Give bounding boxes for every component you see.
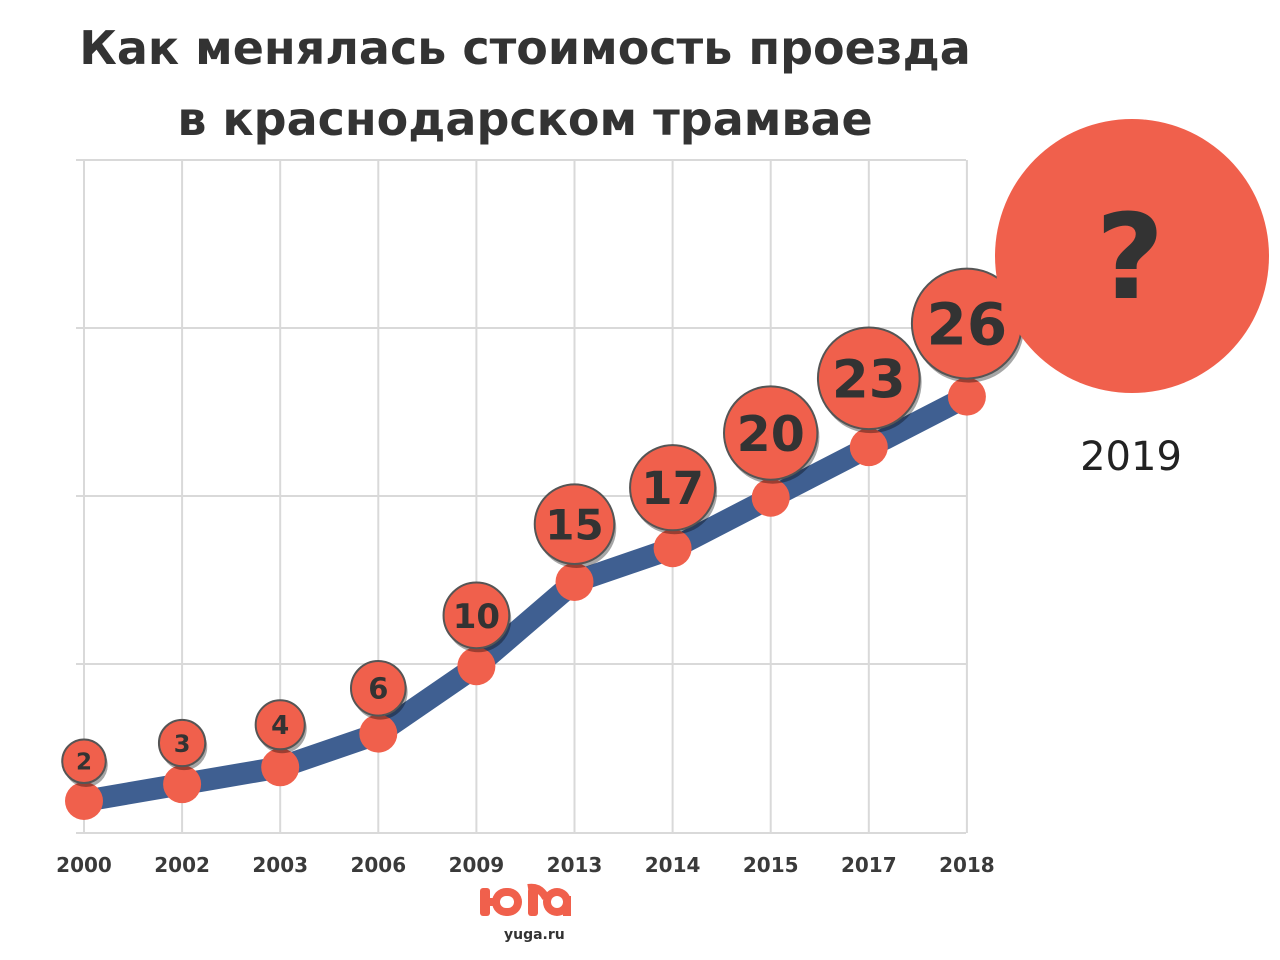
value-label: 3 [174, 730, 191, 758]
chart-title: Как менялась стоимость проезда в краснод… [79, 21, 971, 146]
logo-url: yuga.ru [504, 927, 565, 943]
data-point [163, 765, 202, 804]
data-point [653, 529, 692, 568]
value-bubble-circle [816, 326, 921, 431]
x-tick-label: 2014 [645, 853, 701, 877]
value-bubble: 3 [157, 718, 208, 771]
x-axis: 2000 2002 2003 2006 2009 2013 2014 2015 2017 2018 [56, 853, 995, 877]
value-label: 15 [545, 500, 603, 549]
value-bubble: 4 [254, 699, 307, 754]
x-tick-label: 2006 [350, 853, 406, 877]
data-point [457, 647, 496, 686]
value-bubble-circle [157, 718, 207, 768]
value-bubble: 15 [533, 483, 617, 568]
value-bubble: 23 [816, 326, 922, 434]
value-label: 10 [453, 597, 500, 637]
value-bubble-circle [61, 738, 107, 785]
value-bubble: 6 [349, 659, 408, 720]
value-label: 23 [832, 350, 906, 411]
data-point [849, 428, 888, 467]
data-point [65, 782, 103, 820]
data-points [65, 377, 986, 820]
value-bubble: 10 [442, 581, 512, 653]
future-price-bubble: ? 2019 [995, 119, 1269, 480]
x-tick-label: 2000 [56, 853, 112, 877]
value-bubble: 17 [629, 444, 718, 535]
grid [76, 159, 968, 834]
series-line-path [73, 385, 978, 812]
x-tick-label: 2013 [547, 853, 603, 877]
value-label: 20 [737, 406, 805, 463]
value-bubble-circle [629, 444, 717, 532]
value-bubble: 20 [723, 385, 820, 484]
series-line [73, 385, 978, 812]
chart-title-line-1: Как менялась стоимость проезда [79, 21, 971, 75]
x-tick-label: 2009 [449, 853, 505, 877]
x-tick-label: 2003 [252, 853, 308, 877]
data-point [751, 478, 790, 517]
x-tick-label: 2017 [841, 853, 897, 877]
x-tick-label: 2018 [939, 853, 995, 877]
x-tick-label: 2002 [154, 853, 210, 877]
chart-title-line-2: в краснодарском трамвае [177, 92, 872, 146]
value-bubble-circle [442, 581, 511, 650]
value-label: 2 [76, 750, 92, 776]
value-label: 4 [271, 711, 289, 741]
future-question-mark: ? [1096, 188, 1164, 326]
value-bubble-circle [723, 385, 819, 481]
future-bubble [995, 119, 1269, 393]
future-year-label: 2019 [1080, 434, 1182, 480]
value-label: 17 [641, 462, 704, 515]
data-point [261, 748, 300, 787]
value-bubble-circle [254, 699, 306, 751]
x-tick-label: 2015 [743, 853, 799, 877]
value-label: 26 [927, 291, 1008, 359]
data-point [555, 562, 594, 601]
logo-mark [480, 883, 571, 916]
data-point [359, 714, 398, 753]
value-bubble-circle [533, 483, 616, 565]
value-label: 6 [368, 672, 388, 706]
value-bubble: 26 [910, 267, 1024, 383]
yuga-logo: yuga.ru [480, 883, 571, 943]
data-point [947, 377, 986, 416]
value-bubble: 2 [61, 738, 108, 787]
value-bubble-circle [349, 659, 407, 717]
